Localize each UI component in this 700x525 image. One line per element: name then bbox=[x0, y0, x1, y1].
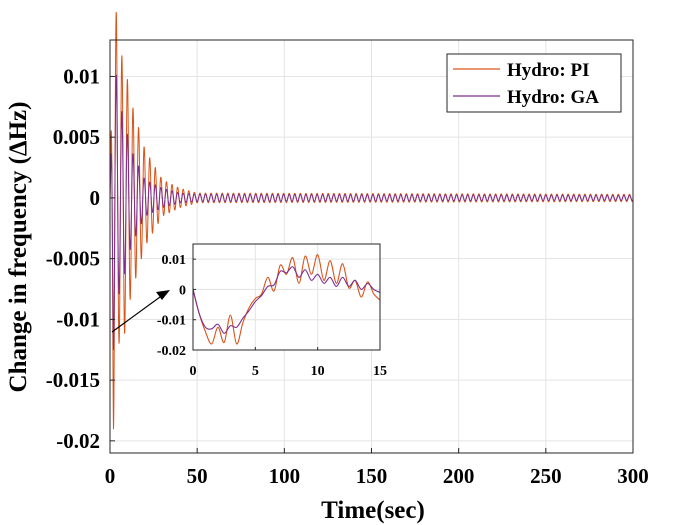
main-y-ticks: 0.01 0.005 0 -0.005 -0.01 -0.015 -0.02 bbox=[46, 64, 115, 453]
inset-x-tick-label-3: 15 bbox=[373, 364, 387, 379]
inset-plot-area bbox=[193, 244, 380, 350]
main-y-tick-label-2: 0 bbox=[90, 186, 101, 210]
inset-y-tick-label-3: -0.02 bbox=[157, 344, 186, 359]
legend: Hydro: PI Hydro: GA bbox=[446, 53, 622, 113]
inset-y-tick-label-1: 0 bbox=[179, 283, 186, 298]
main-y-tick-label-3: -0.005 bbox=[46, 247, 100, 271]
main-lines bbox=[109, 11, 634, 430]
main-x-tick-label-5: 250 bbox=[530, 464, 562, 488]
zoom-arrow-head bbox=[156, 290, 170, 300]
main-y-tick-label-5: -0.015 bbox=[46, 368, 100, 392]
inset-x-tick-label-0: 0 bbox=[190, 364, 197, 379]
main-series-hydro-ga bbox=[109, 74, 634, 351]
main-y-tick-label-0: 0.01 bbox=[63, 64, 100, 88]
main-x-tick-label-2: 100 bbox=[269, 464, 301, 488]
inset-x-tick-label-2: 10 bbox=[311, 364, 325, 379]
legend-box bbox=[446, 53, 622, 113]
zoom-arrow-shaft bbox=[111, 296, 161, 333]
x-axis-label: Time(sec) bbox=[321, 497, 425, 524]
main-x-tick-label-6: 300 bbox=[617, 464, 649, 488]
main-y-tick-label-6: -0.02 bbox=[56, 429, 100, 453]
inset-x-tick-label-1: 5 bbox=[252, 364, 259, 379]
main-y-tick-label-1: 0.005 bbox=[53, 125, 100, 149]
inset-x-ticks: 0 5 10 15 bbox=[190, 347, 387, 379]
inset-y-tick-label-0: 0.01 bbox=[162, 253, 187, 268]
main-x-tick-label-1: 50 bbox=[187, 464, 208, 488]
inset-series-hydro-ga bbox=[192, 266, 381, 334]
inset-y-tick-label-2: -0.01 bbox=[157, 314, 186, 329]
zoom-arrow bbox=[111, 290, 170, 333]
inset-series-hydro-pi bbox=[192, 254, 381, 345]
inset-plot: 0 5 10 15 0.01 0 -0.01 -0.02 bbox=[157, 243, 387, 379]
legend-label-hydro-ga: Hydro: GA bbox=[507, 87, 599, 108]
main-x-tick-label-4: 200 bbox=[443, 464, 475, 488]
legend-label-hydro-pi: Hydro: PI bbox=[507, 60, 590, 81]
inset-plot-frame bbox=[192, 243, 381, 351]
main-y-tick-label-4: -0.01 bbox=[56, 307, 100, 331]
inset-lines bbox=[192, 254, 381, 345]
main-x-tick-label-3: 150 bbox=[356, 464, 388, 488]
main-x-ticks: 0 50 100 150 200 250 300 bbox=[105, 448, 649, 488]
y-axis-label: Change in frequency (ΔHz) bbox=[5, 102, 32, 393]
main-x-tick-label-0: 0 bbox=[105, 464, 116, 488]
inset-y-ticks: 0.01 0 -0.01 -0.02 bbox=[157, 253, 196, 359]
